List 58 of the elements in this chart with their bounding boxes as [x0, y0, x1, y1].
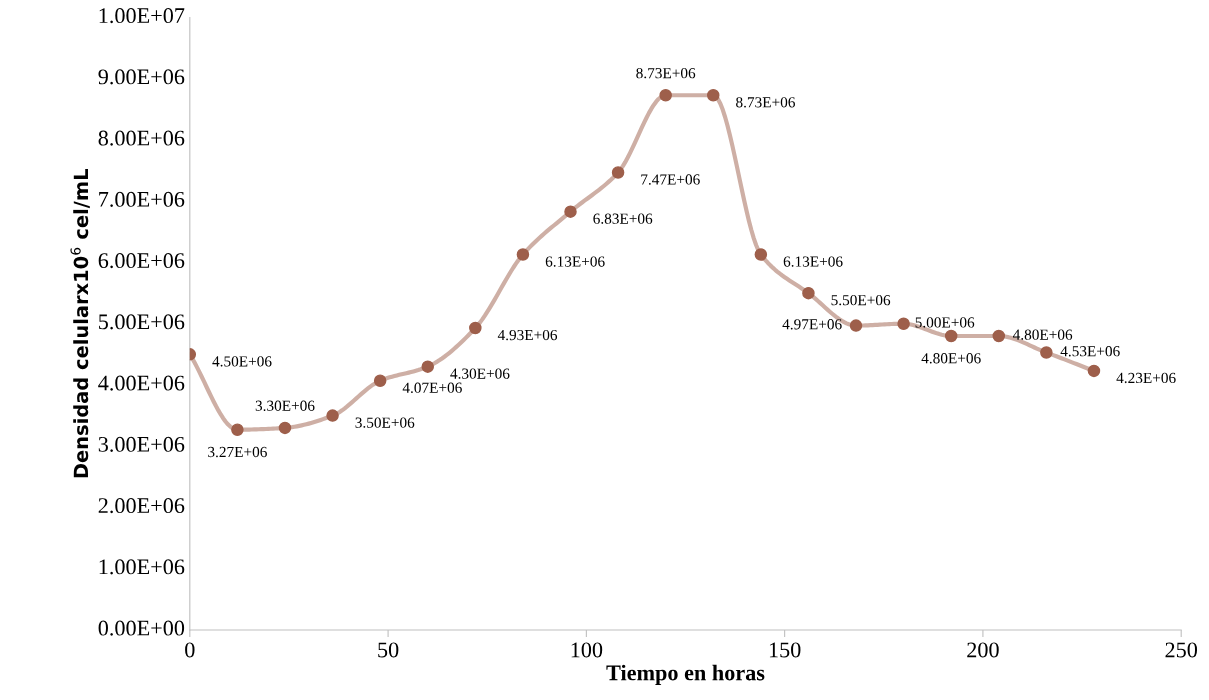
point	[849, 319, 863, 332]
point	[1040, 346, 1053, 359]
data-label: 4.80E+06	[921, 353, 981, 364]
y-tick-label: 6.00E+06	[98, 253, 185, 269]
x-tick-label: 150	[769, 642, 801, 658]
point	[992, 329, 1006, 343]
y-tick-label: 1.00E+06	[99, 559, 185, 575]
data-label: 4.50E+06	[212, 356, 272, 367]
y-tick-label: 2.00E+06	[98, 498, 185, 514]
point	[659, 89, 672, 102]
data-label: 3.30E+06	[255, 400, 315, 411]
x-axis-title: Tiempo en horas	[606, 664, 765, 685]
data-label: 6.13E+06	[783, 256, 843, 267]
data-label: 3.27E+06	[208, 446, 267, 458]
point	[469, 321, 482, 335]
data-label: 3.50E+06	[355, 417, 415, 428]
data-label: 8.73E+06	[736, 97, 795, 108]
data-label: 5.00E+06	[915, 317, 975, 328]
y-tick-label: 1.00E+07	[99, 8, 185, 24]
y-tick-label: 8.00E+06	[98, 130, 185, 146]
x-tick-label: 200	[967, 642, 999, 658]
data-label: 4.53E+06	[1060, 346, 1120, 357]
y-tick-label: 7.00E+06	[99, 191, 185, 207]
data-label: 4.07E+06	[402, 382, 462, 393]
point	[564, 205, 577, 218]
y-tick-label: 4.00E+06	[98, 375, 185, 391]
point	[611, 166, 625, 179]
x-tick-label: 250	[1165, 642, 1198, 658]
point	[231, 423, 244, 436]
point	[802, 286, 815, 300]
point	[1087, 364, 1101, 378]
data-label: 4.80E+06	[1012, 329, 1073, 340]
point	[421, 360, 434, 373]
point	[326, 409, 339, 422]
y-tick-label: 3.00E+06	[98, 436, 185, 452]
data-label: 8.73E+06	[636, 67, 696, 79]
x-tick-label: 0	[185, 642, 195, 658]
data-label: 4.97E+06	[782, 319, 842, 330]
point	[516, 248, 530, 261]
data-label: 5.50E+06	[831, 294, 891, 306]
data-label: 7.47E+06	[641, 174, 700, 185]
point	[944, 329, 958, 343]
data-label: 4.23E+06	[1116, 372, 1176, 384]
y-tick-label: 5.00E+06	[99, 314, 185, 330]
x-tick-label: 50	[378, 642, 399, 658]
data-label: 4.93E+06	[497, 329, 558, 341]
x-tick-label: 100	[571, 642, 603, 658]
point	[754, 248, 768, 261]
data-label: 6.83E+06	[593, 213, 653, 224]
y-tick-label: 9.00E+06	[98, 69, 185, 85]
y-axis-title: Densidad celularx10$^{6}$ cel/mL	[70, 169, 90, 478]
point	[278, 421, 292, 435]
data-label: 6.13E+06	[545, 256, 605, 267]
point	[707, 89, 720, 102]
point	[373, 374, 387, 387]
point	[897, 317, 910, 331]
y-tick-label: 0.00E+00	[98, 620, 185, 636]
data-label: 4.30E+06	[450, 368, 510, 379]
